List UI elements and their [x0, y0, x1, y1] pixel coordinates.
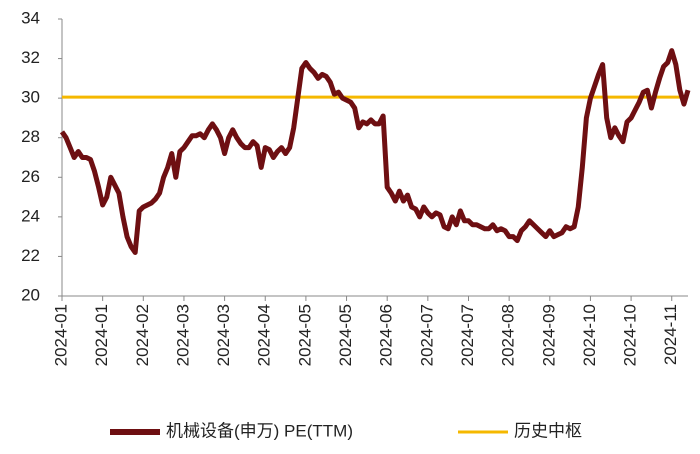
legend-label: 机械设备(申万) PE(TTM): [166, 421, 353, 440]
x-tick-label: 2024-05: [295, 304, 314, 366]
x-tick-label: 2024-10: [621, 304, 640, 366]
x-tick-label: 2024-08: [499, 304, 518, 366]
x-tick-label: 2024-01: [92, 304, 111, 366]
x-tick-label: 2024-09: [539, 304, 558, 366]
y-tick-label: 28: [21, 127, 40, 146]
x-tick-label: 2024-03: [214, 304, 233, 366]
x-tick-label: 2024-11: [661, 304, 680, 365]
x-tick-label: 2024-03: [173, 304, 192, 366]
x-tick-label: 2024-07: [458, 304, 477, 366]
series-line: [59, 48, 691, 255]
y-tick-label: 34: [21, 8, 40, 27]
y-tick-label: 24: [21, 206, 40, 225]
y-tick-label: 32: [21, 48, 40, 67]
x-tick-label: 2024-05: [336, 304, 355, 366]
x-tick-label: 2024-06: [377, 304, 396, 366]
x-tick-label: 2024-10: [580, 304, 599, 366]
y-tick-label: 20: [21, 285, 40, 304]
legend-label: 历史中枢: [514, 421, 582, 440]
x-tick-label: 2024-04: [255, 304, 274, 366]
x-tick-label: 2024-07: [417, 304, 436, 366]
x-tick-label: 2024-01: [51, 304, 70, 366]
y-tick-label: 30: [21, 88, 40, 107]
x-tick-label: 2024-02: [133, 304, 152, 366]
y-tick-label: 26: [21, 167, 40, 186]
y-tick-label: 22: [21, 246, 40, 265]
